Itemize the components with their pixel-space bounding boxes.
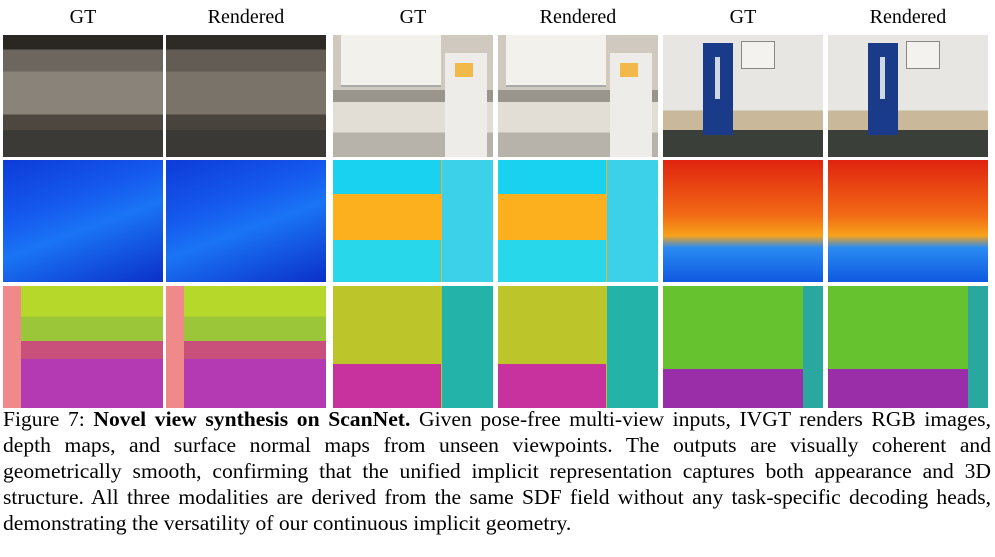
depth-wall: [498, 160, 606, 194]
column-header: Rendered: [539, 6, 617, 28]
image-panel: [3, 35, 163, 157]
image-panel: [663, 160, 823, 282]
image-panel: [333, 160, 493, 282]
image-panel: [166, 160, 326, 282]
poster: [741, 41, 775, 69]
poster: [906, 41, 940, 69]
normal-wall: [166, 286, 184, 408]
image-panel: [333, 286, 493, 408]
image-panel: [3, 286, 163, 408]
image-panel: [498, 35, 658, 157]
image-panel: [166, 286, 326, 408]
image-panel: [498, 286, 658, 408]
image-panel: [498, 160, 658, 282]
image-panel: [166, 35, 326, 157]
column-header: Rendered: [207, 6, 285, 28]
normal-side: [968, 286, 988, 408]
depth-wall: [333, 160, 441, 194]
image-panel: [828, 35, 988, 157]
figure-caption: Figure 7: Novel view synthesis on ScanNe…: [3, 406, 991, 536]
normal-side: [803, 286, 823, 408]
cabinet: [506, 35, 606, 87]
depth-floor: [333, 240, 441, 282]
note: [620, 63, 638, 77]
note: [455, 63, 473, 77]
column-header: GT: [729, 6, 757, 28]
door-window: [715, 57, 720, 99]
image-panel: [828, 160, 988, 282]
column-header: GT: [69, 6, 97, 28]
image-panel: [828, 286, 988, 408]
caption-label: Figure 7:: [3, 407, 85, 431]
door-window: [880, 57, 885, 99]
image-panel: [663, 286, 823, 408]
image-panel: [3, 160, 163, 282]
normal-floor: [498, 364, 606, 408]
normal-floor: [333, 364, 441, 408]
cabinet: [341, 35, 441, 87]
normal-wall: [3, 286, 21, 408]
caption-title: Novel view synthesis on ScanNet.: [93, 407, 411, 431]
caption-text: Given pose-free multi-view inputs, IVGT …: [3, 407, 991, 535]
column-header: Rendered: [869, 6, 947, 28]
column-header: GT: [399, 6, 427, 28]
image-panel: [333, 35, 493, 157]
image-panel: [663, 35, 823, 157]
depth-floor: [498, 240, 606, 282]
